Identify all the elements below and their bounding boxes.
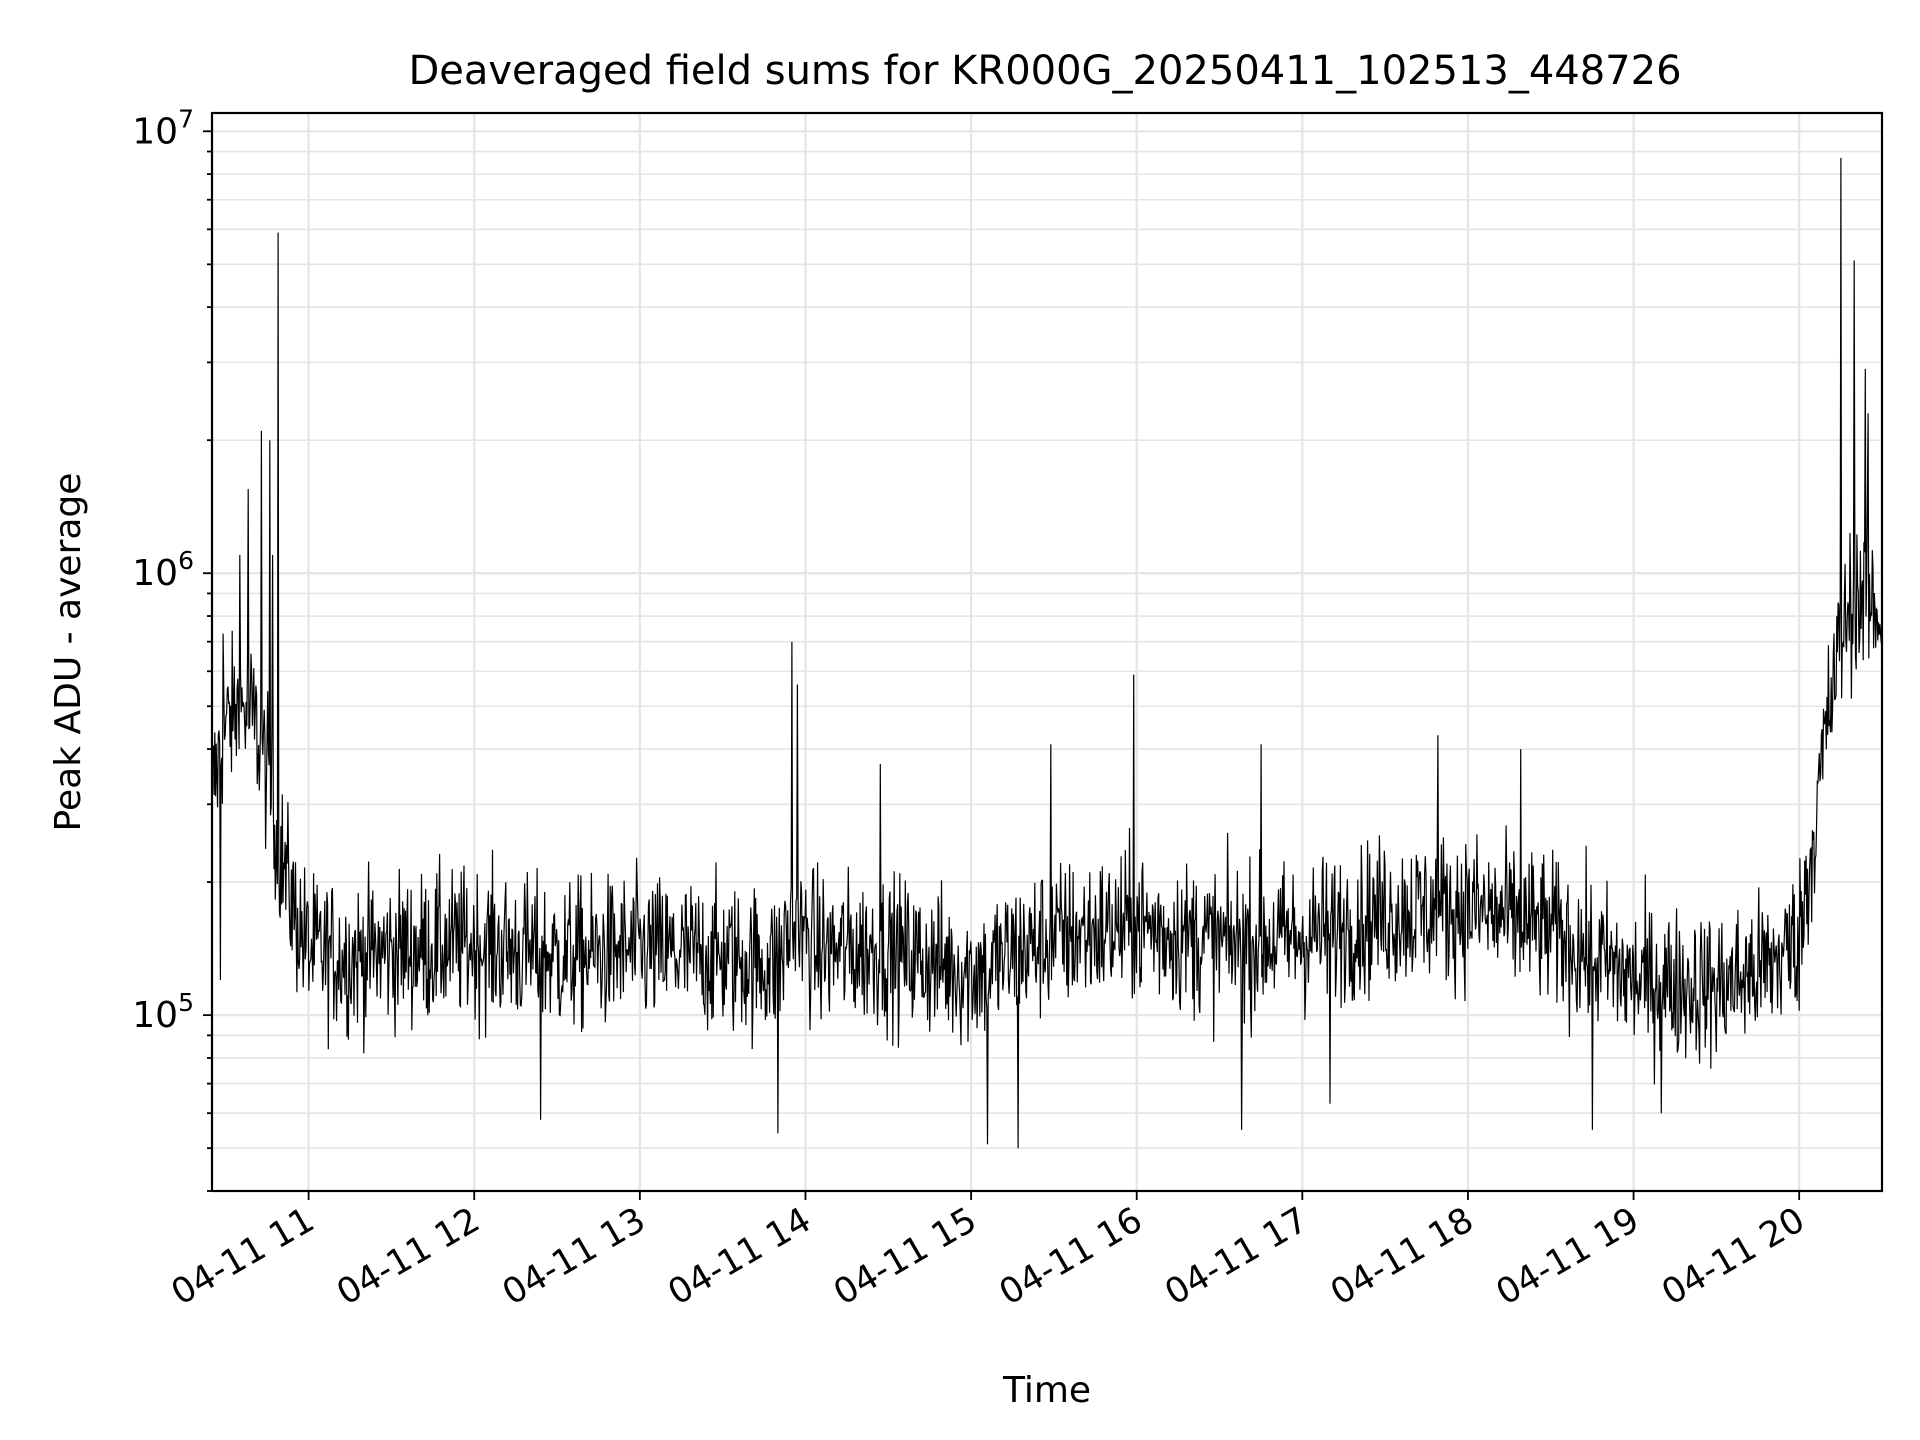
x-axis-label: Time — [1002, 1370, 1091, 1411]
y-axis: 105 106 107 — [132, 104, 212, 1192]
y-tick-label: 107 — [132, 104, 194, 152]
plot-frame — [210, 111, 1884, 1193]
y-tick-label: 106 — [132, 546, 194, 594]
chart-title: Deaveraged field sums for KR000G_2025041… — [408, 48, 1681, 94]
grid-lines — [212, 113, 1882, 1192]
y-axis-label: Peak ADU - average — [48, 473, 89, 832]
series-line — [211, 157, 1883, 1149]
series-layer — [211, 157, 1883, 1149]
y-tick-label: 105 — [132, 988, 194, 1036]
